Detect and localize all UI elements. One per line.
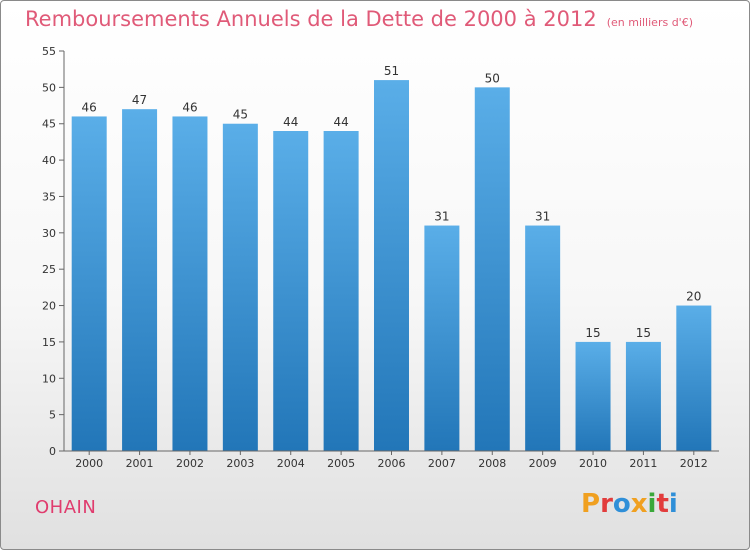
y-tick-label: 50 [42,81,56,94]
x-tick-label: 2007 [428,457,456,470]
y-tick-label: 15 [42,336,56,349]
y-tick-label: 0 [49,445,56,458]
x-tick-label: 2012 [680,457,708,470]
data-label: 44 [283,115,298,129]
logo-letter: o [612,489,631,519]
logo-letter: P [581,489,601,519]
y-tick-label: 30 [42,227,56,240]
bar [625,341,661,451]
y-tick-label: 35 [42,190,56,203]
bar [676,305,712,451]
logo-letter: x [630,489,648,519]
data-label: 50 [485,71,500,85]
x-tick-label: 2002 [176,457,204,470]
x-tick-label: 2005 [327,457,355,470]
chart-title: Remboursements Annuels de la Dette de 20… [25,7,693,31]
x-tick-label: 2010 [579,457,607,470]
x-tick-label: 2011 [629,457,657,470]
y-tick-label: 20 [42,300,56,313]
y-tick-label: 5 [49,409,56,422]
data-label: 15 [636,326,651,340]
bar [575,341,611,451]
bar [323,131,359,451]
x-tick-label: 2008 [478,457,506,470]
y-tick-label: 55 [42,45,56,58]
x-tick-label: 2004 [277,457,305,470]
logo-letter: i [647,489,657,519]
data-label: 46 [82,100,97,114]
y-axis: 0 5 10 15 20 25 30 35 40 45 50 55 [42,45,65,458]
y-tick-label: 10 [42,372,56,385]
data-label: 31 [535,210,550,224]
y-tick-label: 40 [42,154,56,167]
chart-subtitle: (en milliers d'€) [606,16,693,29]
x-tick-label: 2006 [378,457,406,470]
chart-title-text: Remboursements Annuels de la Dette de 20… [25,7,597,31]
x-tick-label: 2009 [529,457,557,470]
data-label: 20 [686,290,701,304]
x-tick-label: 2000 [75,457,103,470]
data-label: 46 [182,100,197,114]
data-label: 47 [132,93,147,107]
logo-letter: r [600,489,613,519]
x-tick-label: 2003 [226,457,254,470]
data-label: 44 [333,115,348,129]
bar [374,80,409,451]
bar [273,131,309,451]
bar [424,225,460,451]
commune-name: OHAIN [35,497,97,518]
logo-letter: i [668,489,678,519]
data-label: 45 [233,108,248,122]
data-label: 51 [384,64,399,78]
y-tick-label: 25 [42,263,56,276]
bar [222,123,258,452]
bar [71,116,107,452]
bar [525,225,561,451]
bar [122,109,158,451]
bar [474,87,510,451]
x-axis: 2000 2001 2002 2003 2004 2005 2006 2007 2008 2009… [64,450,719,470]
x-tick-label: 2001 [126,457,154,470]
data-label: 31 [434,210,449,224]
proxiti-logo: Proxiti [581,489,678,519]
logo-letter: t [656,489,669,519]
y-tick-label: 45 [42,118,56,131]
data-labels: 46 47 46 45 44 44 51 31 50 31 15 15 20 [82,64,702,340]
bars [71,80,712,452]
data-label: 15 [585,326,600,340]
bar [172,116,208,452]
